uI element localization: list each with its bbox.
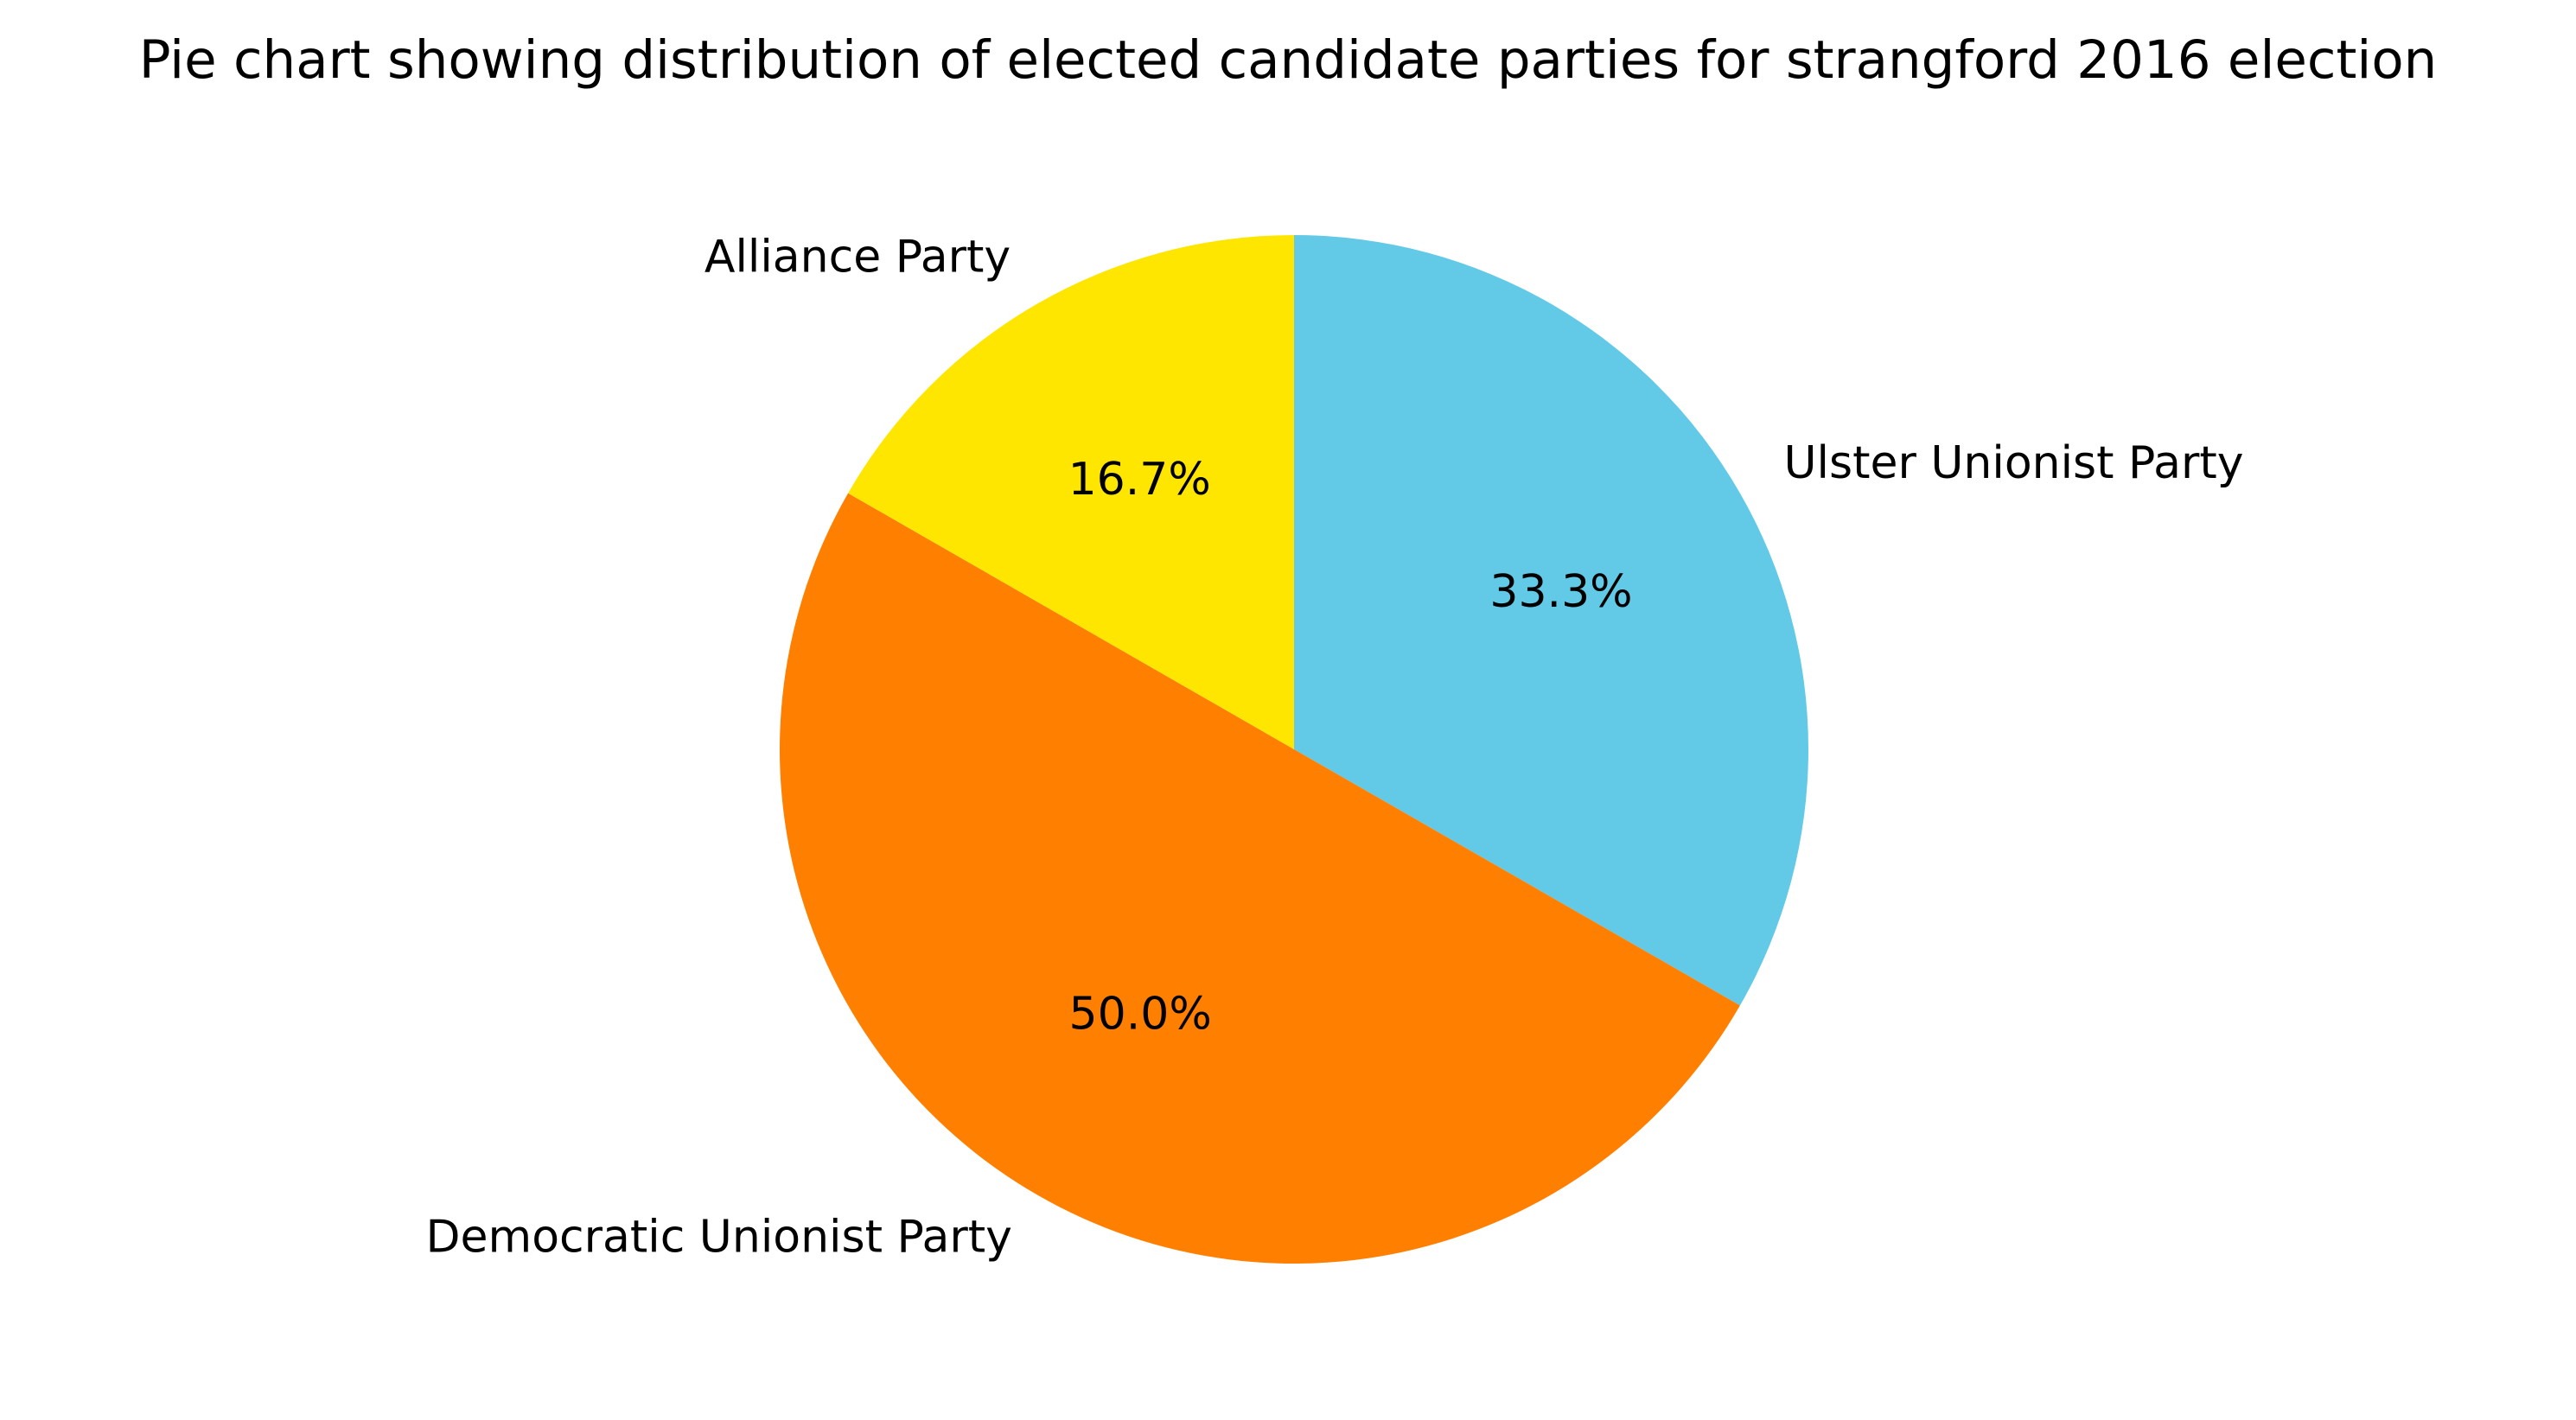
slice-label-ulster-unionist-party: Ulster Unionist Party [1783, 437, 2243, 489]
slice-percent-democratic-unionist-party: 50.0% [1069, 989, 1212, 1041]
slice-label-democratic-unionist-party: Democratic Unionist Party [426, 1211, 1012, 1263]
chart-title: Pie chart showing distribution of electe… [139, 29, 2438, 91]
pie-slice-democratic-unionist-party [780, 493, 1740, 1264]
pie-slices [780, 234, 1808, 1264]
pie-slice-alliance-party [848, 234, 1294, 749]
slice-percent-alliance-party: 16.7% [1068, 454, 1211, 506]
slice-percent-ulster-unionist-party: 33.3% [1489, 566, 1632, 618]
slice-label-alliance-party: Alliance Party [705, 232, 1011, 283]
pie-slice-ulster-unionist-party [1294, 235, 1808, 1006]
pie-labels: Ulster Unionist Party 33.3% Democratic Uni… [426, 232, 2244, 1264]
